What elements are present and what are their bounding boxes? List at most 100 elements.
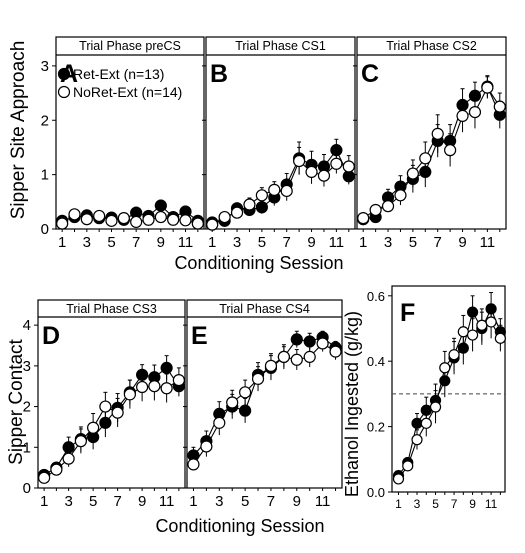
data-point [411,417,423,429]
data-point [105,214,118,227]
x-tick-label: 3 [64,493,72,510]
data-point [191,217,204,230]
data-point [136,380,149,394]
x-tick-label: 11 [178,234,194,251]
data-point [456,109,469,123]
data-point [357,212,370,225]
series-line [43,379,180,479]
data-point [99,400,112,413]
y-tick-label: 2 [41,112,49,129]
legend-ret-label: Ret-Ext (n=13) [73,66,164,82]
data-point [50,463,63,476]
panel-frame [37,299,186,489]
data-point [444,144,457,157]
strip-label: Trial Phase CS2 [386,39,477,53]
data-point [264,359,278,372]
x-tick-label: 9 [307,234,315,251]
data-point [160,382,173,395]
panel-frame [186,299,343,489]
data-point [218,210,231,224]
data-point [74,435,87,448]
data-point [493,100,506,113]
x-tick-label: 5 [432,497,439,511]
data-point [243,198,256,211]
x-tick-label: 7 [451,497,458,511]
data-point [213,416,226,429]
x-tick-label: 5 [89,493,97,510]
data-point [466,306,479,318]
data-point [93,209,106,223]
data-point [80,213,93,226]
data-point [230,206,244,219]
row2-left-ylabel: Sipper Contact [6,338,27,464]
x-tick-label: 7 [132,234,140,251]
data-point [485,316,497,328]
x-tick-label: 1 [395,497,402,511]
data-point [255,201,268,214]
data-point [154,210,167,224]
data-point [305,165,318,179]
panel-letter: F [400,299,415,327]
data-point [402,460,414,472]
data-point [468,105,482,119]
data-point [411,434,423,446]
data-point [476,319,488,331]
ethanol-ylabel: Ethanol Ingested (g/kg) [342,311,362,497]
data-point [255,189,268,202]
x-tick-label: 9 [157,234,165,251]
data-point [406,167,419,180]
x-tick-label: 1 [359,234,367,251]
y-tick-label: 1 [41,167,49,184]
data-point [481,81,494,94]
panel-B: Trial Phase CS1 1 3 5 7 9 11 B [202,36,356,251]
data-point [226,396,239,409]
x-tick-label: 1 [58,234,66,251]
data-point [342,160,355,173]
x-tick-label: 11 [485,497,498,511]
data-point [142,213,155,226]
data-point [160,361,173,374]
panel-letter: B [210,60,228,88]
data-point [420,417,432,429]
data-point [293,154,306,168]
row2-left-xlabel: Conditioning Session [155,516,324,536]
data-point [392,473,405,485]
data-point [317,169,331,182]
y-tick-label: 0.6 [367,289,385,304]
y-tick-label: 3 [23,358,31,375]
data-point [206,218,219,231]
data-point [457,326,469,338]
y-tick-label: 4 [23,317,31,334]
x-tick-label: 5 [241,493,249,510]
data-point [251,372,265,385]
panel-frame [391,285,506,493]
panel-C: Trial Phase CS2 1 3 5 7 9 11 C [353,36,507,251]
y-tick-label: 1 [23,439,31,456]
panel-E: Trial Phase CS4 1 3 5 7 9 11 E [183,299,343,510]
data-point [154,199,167,212]
y-tick-label: 0.0 [367,485,385,500]
x-tick-label: 7 [267,493,275,510]
strip-label: Trial Phase CS1 [235,39,326,53]
panel-frame [55,36,205,230]
row1-ylabel: Sipper Site Approach [8,41,29,220]
data-point [277,350,290,363]
data-point [280,184,293,198]
data-point [123,388,136,401]
series-line [193,342,336,465]
panel-F: 0.0 0.2 0.4 0.6 1 3 5 7 9 11 F [367,285,506,511]
x-tick-label: 11 [480,234,496,251]
data-point [303,335,316,348]
data-point [290,333,303,346]
data-point [268,183,281,196]
x-tick-label: 7 [283,234,291,251]
panel-letter: E [191,322,208,350]
legend-ret-marker [57,67,71,81]
x-tick-label: 1 [189,493,197,510]
x-tick-label: 5 [258,234,266,251]
series-ret-ext [357,75,506,226]
data-point [167,213,180,226]
x-tick-label: 3 [215,493,223,510]
x-tick-label: 7 [434,234,442,251]
series-noret-ext [38,367,185,484]
